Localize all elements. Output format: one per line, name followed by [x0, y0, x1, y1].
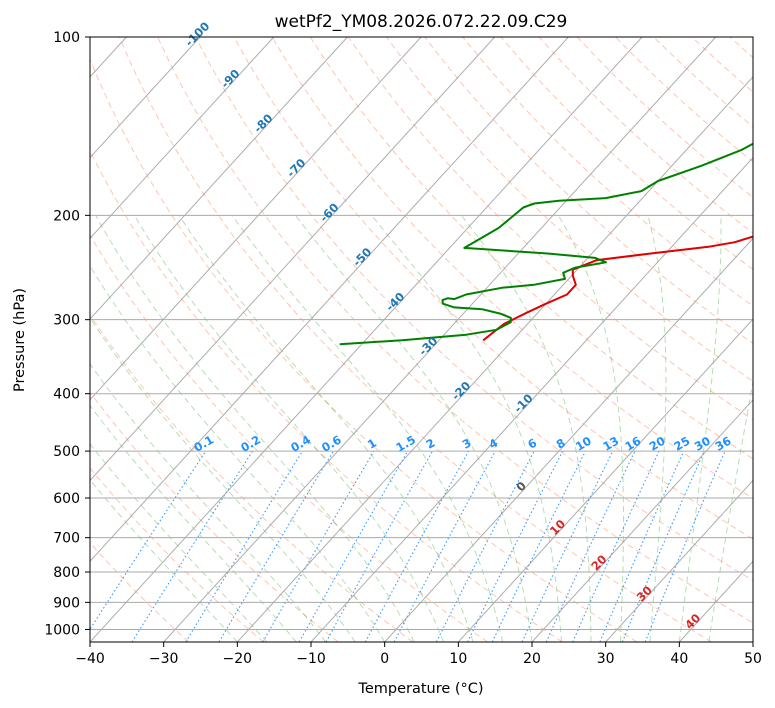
x-axis: −40 −30 −20 −10 0 10 20 30 40 50 — [75, 642, 762, 667]
temperature-profile-line — [482, 235, 753, 342]
x-tick-label: −20 — [223, 651, 253, 667]
background-lines — [90, 37, 753, 642]
y-tick-label: 1000 — [44, 622, 80, 638]
isotherm-line — [163, 37, 717, 642]
moist-adiabat-line — [647, 215, 667, 642]
moist-adiabat-line — [231, 215, 503, 642]
moist-adiabat-line — [133, 215, 445, 642]
isotherm-line — [531, 399, 753, 642]
mixing-ratio-line — [599, 450, 685, 642]
mixing-ratio-label: 13 — [600, 434, 621, 454]
profile-lines — [339, 142, 753, 346]
mixing-ratio-line — [90, 450, 207, 631]
isotherm-line — [90, 37, 275, 240]
isotherm-line — [310, 156, 753, 642]
x-tick-label: 30 — [597, 651, 615, 667]
dry-adiabat-line — [90, 234, 488, 642]
isotherm-line — [605, 479, 753, 642]
x-tick-label: −40 — [75, 651, 105, 667]
moist-adiabat-line — [90, 317, 356, 642]
dry-adiabat-line — [90, 542, 190, 642]
y-tick-label: 300 — [53, 313, 80, 329]
moist-adiabat-line — [461, 214, 592, 642]
x-tick-label: 20 — [523, 651, 541, 667]
mixing-ratio-label: 10 — [573, 434, 594, 454]
isotherm-line — [236, 76, 753, 642]
moist-adiabat-line — [678, 215, 722, 642]
mixing-ratio-label: 16 — [622, 434, 643, 454]
mixing-ratio-line — [572, 450, 660, 642]
mixing-ratio-label: 20 — [647, 434, 668, 454]
mixing-ratio-label: 30 — [692, 434, 713, 454]
mixing-ratio-line — [467, 450, 564, 642]
mixing-ratio-label: 36 — [713, 434, 734, 454]
dry-adiabat-line — [90, 467, 264, 642]
dry-adiabat-line — [309, 37, 753, 460]
dry-adiabat-line — [271, 37, 753, 500]
plot-frame — [89, 36, 754, 643]
isotherm-line — [384, 237, 753, 642]
isotherm-line — [90, 37, 201, 159]
y-tick-label: 700 — [53, 531, 80, 547]
moist-adiabat-line — [90, 264, 386, 642]
mixing-ratio-line — [325, 450, 433, 642]
y-axis: 100 200 300 400 500 600 700 800 900 1000 — [44, 30, 90, 638]
y-tick-label: 400 — [53, 387, 80, 403]
dry-adiabat-line — [195, 37, 753, 582]
mixing-ratio-line — [621, 450, 705, 642]
moist-adiabat-line — [90, 479, 238, 642]
moist-adiabat-line — [708, 378, 753, 642]
isotherm-line — [457, 318, 753, 642]
y-tick-label: 200 — [53, 208, 80, 224]
dewpoint-profile-line — [339, 142, 753, 346]
mixing-ratio-line — [364, 450, 470, 642]
isotherm-line — [90, 37, 643, 642]
isotherm-line — [90, 37, 348, 320]
y-axis-title: Pressure (hPa) — [12, 288, 28, 392]
moist-adiabat-line — [371, 214, 562, 642]
dry-adiabat-line — [386, 37, 753, 382]
x-axis-title: Temperature (°C) — [357, 681, 483, 697]
y-tick-label: 500 — [53, 444, 80, 460]
dry-adiabat-line — [157, 37, 753, 624]
mixing-ratio-line — [131, 450, 254, 642]
x-tick-label: 10 — [449, 651, 467, 667]
isotherm-line — [90, 37, 422, 401]
y-tick-label: 100 — [53, 30, 80, 46]
mixing-ratio-line — [393, 450, 496, 642]
x-tick-label: −10 — [296, 651, 326, 667]
y-tick-label: 900 — [53, 595, 80, 611]
isotherm-line — [90, 37, 496, 482]
x-tick-label: 0 — [380, 651, 389, 667]
mixing-ratio-line — [185, 450, 304, 642]
dry-adiabat-line — [347, 37, 753, 421]
x-tick-label: 50 — [744, 651, 762, 667]
y-tick-label: 800 — [53, 565, 80, 581]
chart-title: wetPf2_YM08.2026.072.22.09.C29 — [275, 12, 568, 32]
moist-adiabat-line — [557, 215, 624, 642]
isotherm-line — [752, 641, 753, 642]
x-tick-label: −30 — [149, 651, 179, 667]
x-tick-label: 40 — [670, 651, 688, 667]
y-tick-label: 600 — [53, 491, 80, 507]
moist-adiabat-line — [90, 443, 268, 642]
moist-adiabat-line — [90, 404, 297, 642]
moist-adiabat-line — [95, 215, 415, 642]
dry-adiabat-line — [90, 149, 563, 642]
dry-adiabat-line — [90, 58, 638, 642]
isotherm-line — [90, 37, 569, 563]
mixing-ratio-label: 25 — [671, 434, 692, 454]
